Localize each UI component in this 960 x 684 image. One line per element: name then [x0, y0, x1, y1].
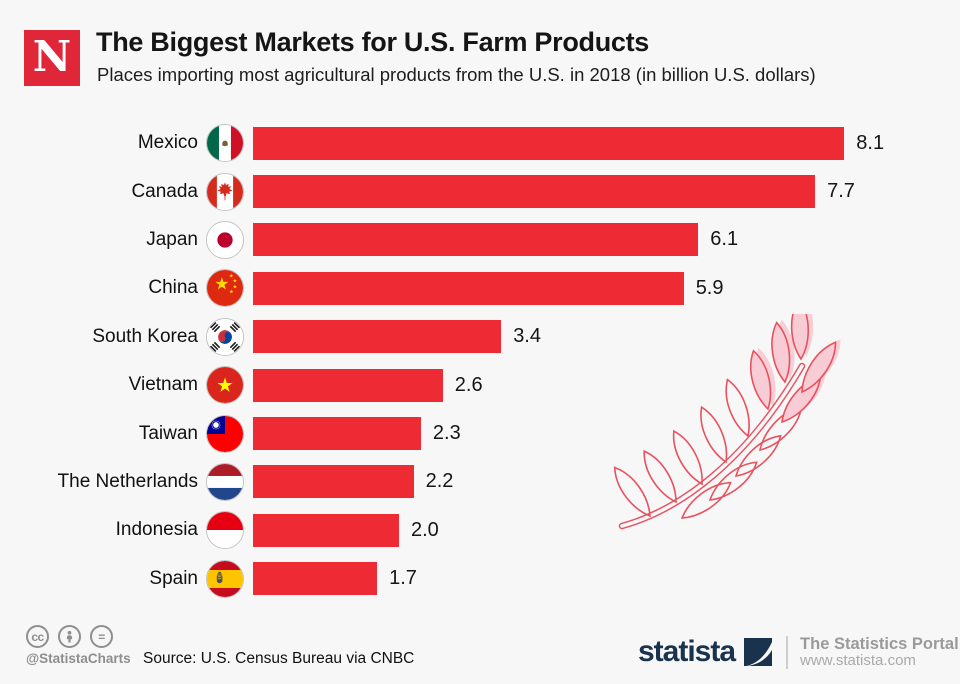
chart-row: South Korea 3.4 [40, 313, 930, 361]
value-label: 5.9 [695, 276, 724, 299]
bar [253, 562, 378, 596]
bar-track: 3.4 [253, 320, 930, 354]
page-subtitle: Places importing most agricultural produ… [97, 64, 816, 85]
indonesia-flag-icon [206, 511, 244, 550]
country-label: Mexico [137, 132, 198, 154]
bar-track: 2.2 [253, 465, 930, 499]
wheat-decoration-icon [613, 314, 841, 530]
country-label: Taiwan [138, 422, 198, 444]
country-label: Vietnam [128, 374, 198, 396]
bar [253, 126, 845, 160]
statista-tagline: The Statistics Portal [800, 635, 959, 653]
country-label: Japan [146, 228, 198, 250]
country-label: Canada [131, 180, 198, 202]
chart-row: China 5.9 [40, 264, 930, 312]
equals-icon: = [90, 625, 113, 648]
bar-track: 2.3 [253, 417, 930, 451]
canada-flag-icon [206, 172, 244, 211]
bar [253, 271, 684, 305]
country-label: Spain [149, 567, 198, 589]
bar-track: 2.0 [253, 513, 930, 547]
value-label: 2.2 [425, 470, 454, 493]
netherlands-flag-icon [206, 462, 244, 501]
statista-url: www.statista.com [800, 652, 916, 669]
chart-row: Canada 7.7 [40, 167, 930, 215]
chart-row: Japan 6.1 [40, 216, 930, 264]
statista-wordmark: statista [638, 635, 736, 668]
value-label: 2.3 [432, 422, 461, 445]
bar [253, 320, 502, 354]
cc-icon-text: cc [31, 629, 44, 644]
bar-chart: Mexico 8.1 Canada 7.7 Japan 6.1 [40, 119, 930, 603]
page-title: The Biggest Markets for U.S. Farm Produc… [96, 27, 650, 57]
statista-charts-handle: @StatistaCharts [26, 651, 131, 666]
vietnam-flag-icon [206, 366, 244, 405]
value-label: 1.7 [389, 567, 417, 590]
mexico-flag-icon [206, 124, 244, 163]
bar-track: 7.7 [253, 175, 930, 209]
chart-row: Spain 1.7 [40, 555, 930, 603]
statista-logo-block: statista The Statistics Portal www.stati… [638, 635, 959, 669]
bar-track: 8.1 [253, 126, 930, 160]
source-credit: Source: U.S. Census Bureau via CNBC [143, 650, 415, 667]
cc-license-icons: cc = [26, 625, 113, 648]
country-label: China [148, 277, 198, 299]
chart-row: Mexico 8.1 [40, 119, 930, 167]
value-label: 6.1 [710, 228, 739, 251]
bar [253, 175, 816, 209]
bar [253, 368, 443, 402]
value-label: 2.0 [411, 518, 439, 541]
chart-row: Taiwan 2.3 [40, 409, 930, 457]
country-label: Indonesia [115, 519, 198, 541]
attribution-icon [58, 625, 81, 648]
spain-flag-icon [206, 559, 244, 598]
country-label: The Netherlands [57, 470, 198, 492]
newsweek-logo-icon: N [24, 30, 80, 86]
footer-divider [786, 635, 789, 669]
country-label: South Korea [92, 325, 198, 347]
bar [253, 223, 699, 257]
bar-track: 5.9 [253, 271, 930, 305]
value-label: 7.7 [827, 180, 855, 203]
statista-mark-icon [744, 638, 773, 666]
bar-track: 2.6 [253, 368, 930, 402]
japan-flag-icon [206, 220, 244, 259]
south-korea-flag-icon [206, 317, 244, 356]
value-label: 3.4 [513, 325, 541, 348]
bar [253, 417, 421, 451]
chart-row: Vietnam 2.6 [40, 361, 930, 409]
bar-track: 1.7 [253, 562, 930, 596]
attribution-person-glyph [66, 630, 73, 643]
bar [253, 513, 399, 547]
bar-track: 6.1 [253, 223, 930, 257]
china-flag-icon [206, 269, 244, 308]
chart-row: The Netherlands 2.2 [40, 458, 930, 506]
bar [253, 465, 414, 499]
cc-icon: cc [26, 625, 49, 648]
equals-icon-text: = [98, 629, 105, 644]
chart-row: Indonesia 2.0 [40, 506, 930, 554]
newsweek-logo-letter: N [32, 32, 72, 81]
value-label: 8.1 [856, 131, 885, 154]
taiwan-flag-icon [206, 414, 244, 453]
value-label: 2.6 [454, 373, 483, 396]
